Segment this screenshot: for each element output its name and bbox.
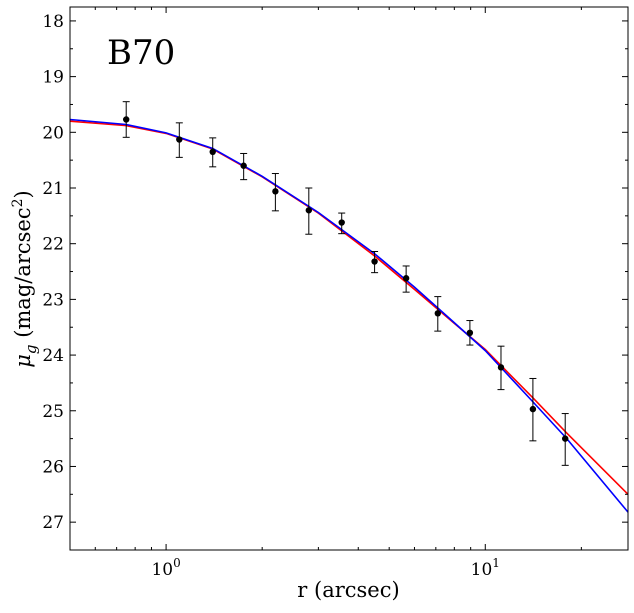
data-point <box>497 364 505 371</box>
y-tick-label: 20 <box>42 123 64 143</box>
data-point <box>371 258 378 265</box>
y-tick-label: 25 <box>42 402 64 422</box>
x-tick-label-exponent: 0 <box>173 556 181 570</box>
y-axis-label-subscript: g <box>22 344 40 354</box>
x-tick-label-base: 10 <box>471 560 493 580</box>
series-line-0 <box>69 120 629 495</box>
y-tick-label: 21 <box>42 179 64 199</box>
plot-frame <box>69 6 629 551</box>
x-tick-label-exponent: 1 <box>492 556 500 570</box>
data-point <box>272 188 279 195</box>
panel-annotation: B70 <box>107 33 175 73</box>
data-point <box>305 207 313 214</box>
data-point <box>466 329 474 336</box>
data-point <box>434 310 441 317</box>
plot-layer <box>69 101 629 513</box>
y-tick-label: 18 <box>42 12 64 32</box>
y-axis-label-units: (mag/arcsec <box>11 207 35 344</box>
data-point <box>529 405 537 413</box>
y-axis-label-superscript: 2 <box>10 198 26 207</box>
x-tick-label-base: 10 <box>151 560 173 580</box>
data-point <box>209 148 216 155</box>
x-axis-label: r (arcsec) <box>297 578 399 602</box>
y-tick-label: 23 <box>42 290 64 310</box>
y-axis-label: μg (mag/arcsec2) <box>10 190 40 368</box>
data-point <box>176 136 183 143</box>
y-tick-label: 22 <box>42 235 64 255</box>
data-point <box>123 116 130 123</box>
data-point <box>338 219 345 226</box>
x-tick-label: 100 <box>151 556 180 580</box>
data-point <box>240 162 247 169</box>
y-axis-label-mu: μ <box>11 354 35 368</box>
y-tick-label: 26 <box>42 457 64 477</box>
y-axis-label-close: ) <box>11 190 35 198</box>
y-tick-label: 27 <box>42 513 64 533</box>
data-point <box>562 435 569 442</box>
x-tick-label: 101 <box>471 556 500 580</box>
y-tick-label: 19 <box>42 68 64 88</box>
data-point <box>402 275 410 282</box>
series-line-1 <box>69 118 629 513</box>
y-tick-label: 24 <box>42 346 64 366</box>
